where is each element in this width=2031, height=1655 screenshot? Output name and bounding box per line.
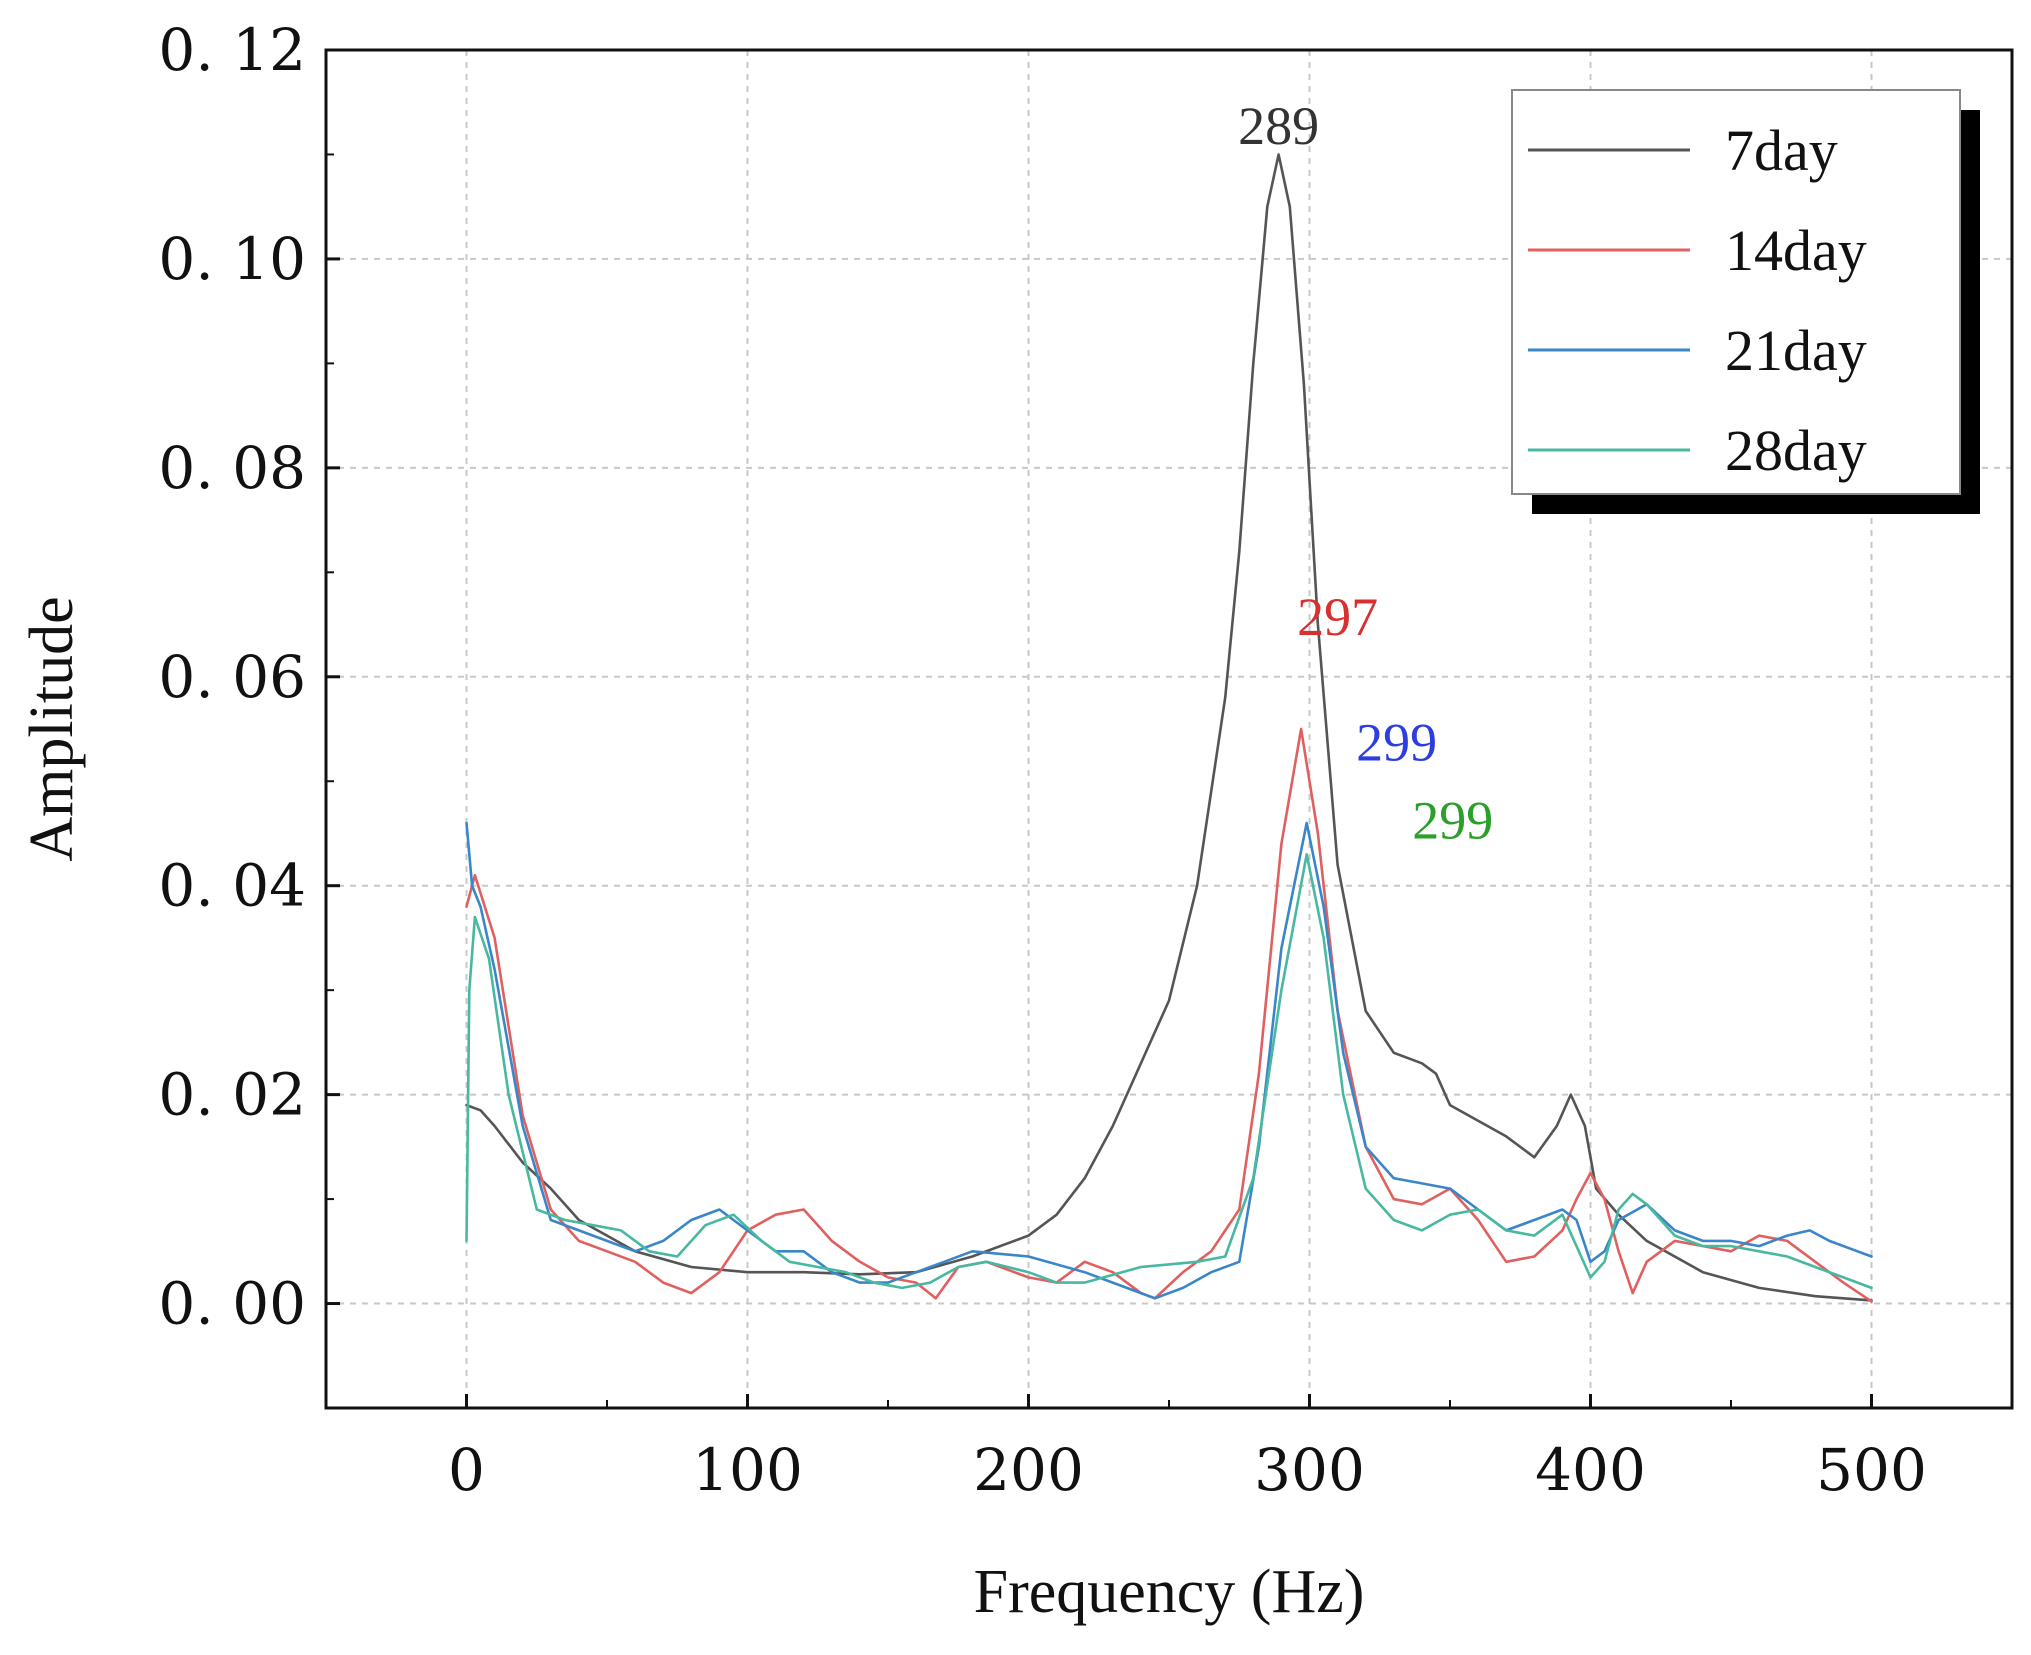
legend: 7day 14day 21day 28day xyxy=(1511,89,1980,514)
y-tick-label: 0. 10 xyxy=(158,225,306,293)
y-tick-label: 0. 08 xyxy=(158,434,306,502)
peak-label-3: 299 xyxy=(1412,791,1493,851)
x-tick-label: 0 xyxy=(448,1436,485,1504)
series-line-14day xyxy=(465,727,1873,1303)
legend-label-28day: 28day xyxy=(1725,418,1867,483)
y-tick-label: 0. 06 xyxy=(158,643,306,711)
x-tick-label: 200 xyxy=(973,1436,1084,1504)
legend-box xyxy=(1511,89,1961,495)
x-tick-label: 100 xyxy=(692,1436,803,1504)
y-tick-label: 0. 02 xyxy=(158,1061,306,1129)
y-tick-label: 0. 04 xyxy=(158,852,306,920)
legend-label-14day: 14day xyxy=(1725,218,1867,283)
peak-label-1: 297 xyxy=(1297,587,1378,647)
legend-items: 7day 14day 21day 28day xyxy=(1528,118,1867,483)
peak-annotations: 289 297 299 299 xyxy=(1238,96,1493,851)
y-axis-title: Amplitude xyxy=(18,596,86,861)
y-tick-label: 0. 12 xyxy=(158,16,306,84)
peak-label-2: 299 xyxy=(1356,712,1437,772)
x-axis-title: Frequency (Hz) xyxy=(974,1558,1365,1626)
legend-label-7day: 7day xyxy=(1725,118,1838,183)
series-layer xyxy=(465,153,1873,1303)
axis-ticks: 0 100 200 300 400 500 0. 00 0. 02 0. 04 0. 06 0. 0… xyxy=(158,16,2013,1504)
peak-label-0: 289 xyxy=(1238,96,1319,156)
x-tick-label: 500 xyxy=(1816,1436,1927,1504)
legend-label-21day: 21day xyxy=(1725,318,1867,383)
y-tick-label: 0. 00 xyxy=(158,1270,306,1338)
series-line-7day xyxy=(465,153,1873,1302)
series-line-28day xyxy=(465,853,1873,1290)
x-tick-label: 300 xyxy=(1254,1436,1365,1504)
x-tick-label: 400 xyxy=(1535,1436,1646,1504)
